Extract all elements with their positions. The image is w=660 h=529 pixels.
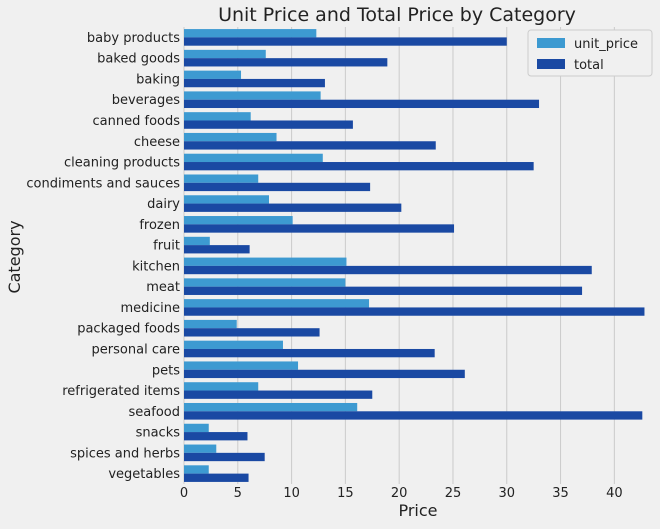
bar-unit-price-canned-foods — [184, 112, 251, 121]
bar-unit-price-snacks — [184, 423, 209, 433]
legend-label-total: total — [574, 58, 604, 73]
bar-unit-price-fruit — [184, 236, 210, 246]
bar-total-packaged-foods — [184, 328, 320, 337]
bar-unit-price-vegetables — [184, 465, 209, 474]
y-tick-label-meat: meat — [146, 280, 180, 295]
bar-unit-price-medicine — [184, 299, 370, 308]
bar-total-kitchen — [184, 265, 592, 275]
chart-title: Unit Price and Total Price by Category — [218, 4, 576, 26]
bar-total-frozen — [184, 224, 455, 233]
y-tick-label-kitchen: kitchen — [132, 259, 180, 274]
y-tick-label-baby-products: baby products — [87, 31, 180, 46]
y-tick-label-canned-foods: canned foods — [93, 114, 181, 129]
bar-total-meat — [184, 286, 583, 295]
y-tick-label-beverages: beverages — [112, 93, 181, 108]
bar-unit-price-dairy — [184, 195, 269, 204]
legend-swatch-unit-price — [537, 38, 565, 48]
bar-unit-price-spices-and-herbs — [184, 444, 217, 453]
legend-swatch-total — [537, 59, 565, 69]
bar-total-dairy — [184, 203, 402, 212]
bar-unit-price-refrigerated-items — [184, 382, 259, 391]
y-tick-label-pets: pets — [152, 363, 180, 378]
x-tick-label-0: 0 — [180, 486, 188, 501]
bar-total-fruit — [184, 245, 250, 254]
x-axis-label: Price — [398, 501, 437, 520]
y-tick-label-medicine: medicine — [120, 301, 180, 316]
bar-unit-price-meat — [184, 278, 346, 287]
bar-total-refrigerated-items — [184, 390, 373, 399]
bar-total-snacks — [184, 432, 248, 441]
bar-total-cheese — [184, 141, 436, 150]
bar-unit-price-frozen — [184, 216, 293, 225]
bar-unit-price-personal-care — [184, 340, 283, 349]
bar-unit-price-seafood — [184, 402, 358, 412]
bar-total-medicine — [184, 307, 645, 316]
x-tick-label-5: 5 — [234, 486, 242, 501]
y-tick-label-fruit: fruit — [153, 239, 180, 254]
y-tick-label-vegetables: vegetables — [108, 467, 180, 482]
bar-unit-price-packaged-foods — [184, 319, 237, 329]
y-axis-label: Category — [5, 220, 24, 293]
y-tick-label-cleaning-products: cleaning products — [64, 156, 180, 171]
bar-total-pets — [184, 369, 465, 379]
y-tick-labels: baby products baked goods baking beverages c… — [26, 31, 180, 482]
y-tick-label-personal-care: personal care — [92, 342, 180, 357]
bar-total-personal-care — [184, 348, 435, 358]
bar-unit-price-baking — [184, 70, 242, 79]
y-tick-label-baking: baking — [136, 72, 180, 87]
x-tick-label-10: 10 — [283, 486, 300, 501]
legend-label-unit-price: unit_price — [574, 37, 638, 52]
y-tick-label-packaged-foods: packaged foods — [77, 322, 180, 337]
bar-total-condiments-and-sauces — [184, 182, 371, 192]
bar-unit-price-cheese — [184, 132, 277, 142]
bar-unit-price-pets — [184, 361, 299, 370]
y-tick-label-seafood: seafood — [129, 405, 180, 420]
bar-total-spices-and-herbs — [184, 452, 265, 462]
bar-total-baking — [184, 78, 325, 88]
x-tick-label-15: 15 — [337, 486, 354, 501]
x-tick-label-30: 30 — [498, 486, 515, 501]
bar-total-cleaning-products — [184, 162, 534, 171]
bar-unit-price-condiments-and-sauces — [184, 174, 259, 183]
y-tick-label-cheese: cheese — [134, 135, 180, 150]
y-tick-label-spices-and-herbs: spices and herbs — [70, 446, 180, 461]
x-tick-label-40: 40 — [606, 486, 623, 501]
bar-total-canned-foods — [184, 120, 353, 129]
bar-total-baby-products — [184, 37, 507, 46]
y-tick-label-refrigerated-items: refrigerated items — [62, 384, 180, 399]
bar-total-beverages — [184, 99, 540, 109]
bars — [184, 29, 645, 482]
y-tick-label-frozen: frozen — [139, 218, 180, 233]
y-tick-label-condiments-and-sauces: condiments and sauces — [26, 176, 180, 191]
bar-total-seafood — [184, 411, 643, 420]
x-tick-labels: 0 5 10 15 20 25 30 35 40 — [180, 486, 623, 501]
y-tick-label-baked-goods: baked goods — [97, 52, 180, 67]
bar-unit-price-beverages — [184, 91, 321, 100]
x-tick-label-35: 35 — [552, 486, 569, 501]
bar-unit-price-cleaning-products — [184, 153, 323, 163]
y-tick-label-snacks: snacks — [136, 426, 181, 441]
bar-total-vegetables — [184, 473, 249, 482]
y-tick-label-dairy: dairy — [147, 197, 180, 212]
legend: unit_price total — [527, 29, 653, 77]
bar-total-baked-goods — [184, 58, 388, 67]
bar-unit-price-kitchen — [184, 257, 347, 266]
bar-unit-price-baked-goods — [184, 49, 266, 59]
x-tick-label-20: 20 — [391, 486, 408, 501]
x-tick-label-25: 25 — [445, 486, 462, 501]
bar-unit-price-baby-products — [184, 29, 317, 38]
